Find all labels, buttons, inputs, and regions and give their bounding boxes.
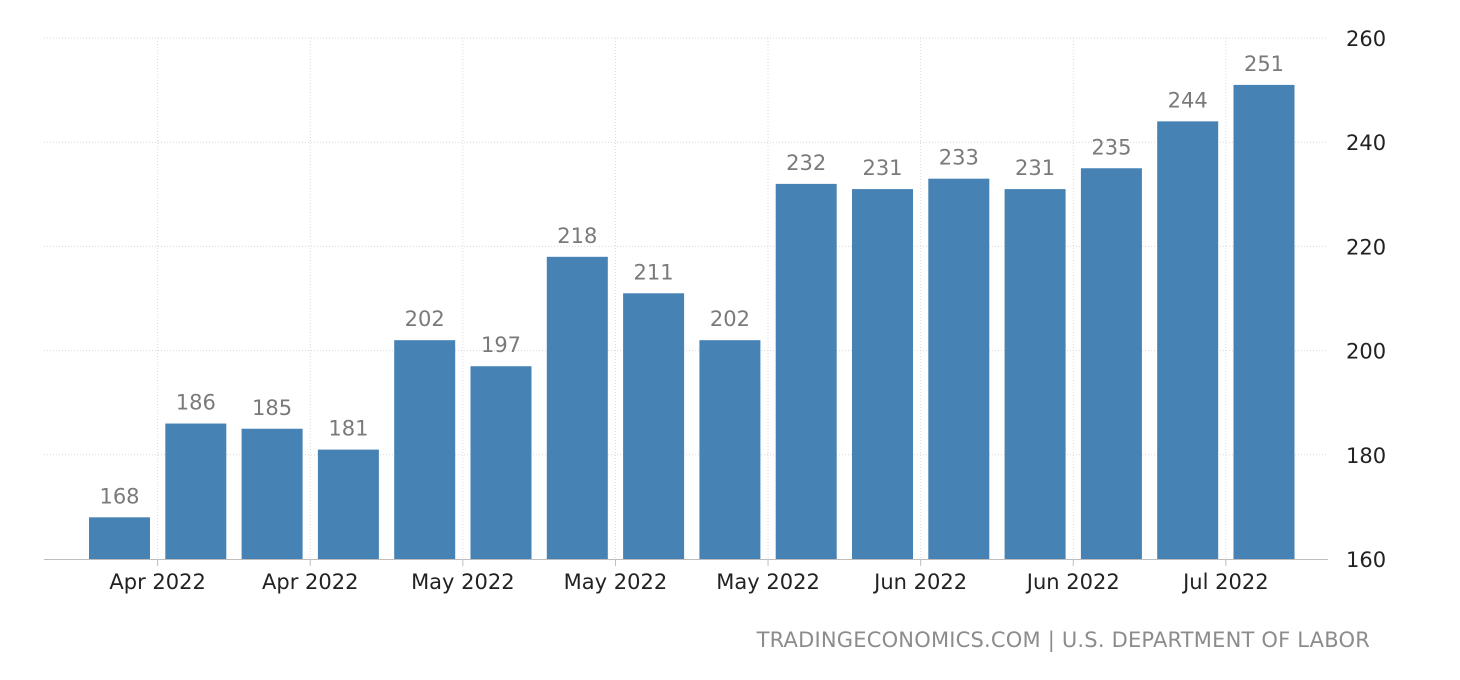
x-tick-label: Jun 2022 [1025, 570, 1120, 594]
x-tick-label: May 2022 [564, 570, 668, 594]
x-axis: Apr 2022 Apr 2022 May 2022 May 2022 May 2022… [44, 559, 1328, 594]
bar-value-label: 211 [634, 260, 674, 284]
bar [928, 178, 990, 560]
bar-series [89, 84, 1295, 560]
bar-value-label: 186 [176, 391, 216, 415]
bar [1080, 168, 1142, 559]
bar [775, 183, 837, 559]
bar [1233, 84, 1295, 559]
y-tick-label: 200 [1346, 340, 1386, 364]
bar-value-label: 202 [710, 307, 750, 331]
bar-value-label: 232 [786, 151, 826, 175]
bar [1157, 121, 1219, 560]
bar-value-label: 185 [252, 396, 292, 420]
bar [699, 340, 761, 559]
bar-value-label: 202 [405, 307, 445, 331]
bar [165, 423, 227, 559]
bar-value-label: 231 [1015, 156, 1055, 180]
bar [394, 340, 456, 559]
data-labels: 168 186 185 181 202 197 218 211 202 232 231 233 231 2… [99, 52, 1284, 508]
bar [317, 449, 379, 559]
bar-value-label: 197 [481, 333, 521, 357]
y-tick-label: 240 [1346, 131, 1386, 155]
x-tick-label: Jun 2022 [872, 570, 967, 594]
bar-value-label: 235 [1091, 135, 1131, 159]
bar [1004, 189, 1066, 559]
bar [852, 189, 913, 559]
bar [470, 366, 532, 559]
bar-value-label: 168 [99, 484, 139, 508]
bar-value-label: 233 [939, 146, 979, 170]
bar-value-label: 244 [1168, 88, 1208, 112]
bar [241, 428, 303, 559]
y-tick-label: 220 [1346, 235, 1386, 259]
y-tick-label: 260 [1346, 27, 1386, 51]
x-tick-label: Jul 2022 [1181, 570, 1268, 594]
y-tick-label: 180 [1346, 444, 1386, 468]
source-credit: TRADINGECONOMICS.COM | U.S. DEPARTMENT O… [756, 628, 1370, 652]
x-tick-label: Apr 2022 [109, 570, 205, 594]
x-tick-label: Apr 2022 [262, 570, 358, 594]
bar [546, 256, 608, 559]
bar-value-label: 218 [557, 224, 597, 248]
bar-value-label: 181 [328, 417, 368, 441]
y-tick-label: 160 [1346, 548, 1386, 572]
bar [89, 517, 150, 559]
bar-value-label: 251 [1244, 52, 1284, 76]
bar [623, 293, 685, 559]
bar-value-label: 231 [862, 156, 902, 180]
y-axis: 160 180 200 220 240 260 [1346, 27, 1386, 572]
x-tick-label: May 2022 [411, 570, 515, 594]
x-tick-label: May 2022 [716, 570, 820, 594]
